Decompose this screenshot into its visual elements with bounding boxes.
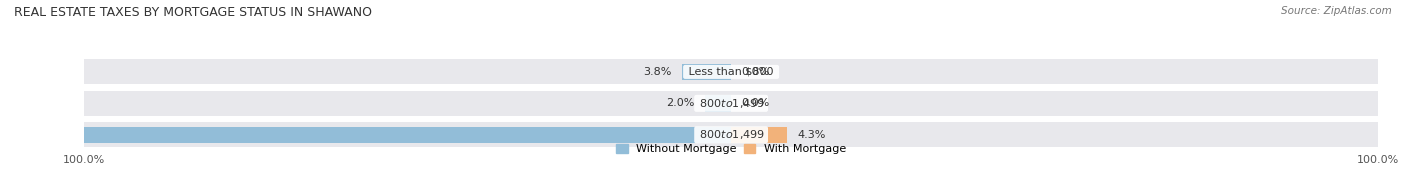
- Bar: [731, 127, 787, 143]
- Bar: [706, 95, 731, 112]
- Bar: [682, 64, 731, 80]
- Text: $800 to $1,499: $800 to $1,499: [696, 128, 766, 141]
- Bar: [0, 127, 731, 143]
- Bar: [84, 91, 1378, 116]
- Text: 0.0%: 0.0%: [741, 67, 769, 77]
- Text: $800 to $1,499: $800 to $1,499: [696, 97, 766, 110]
- Text: Source: ZipAtlas.com: Source: ZipAtlas.com: [1281, 6, 1392, 16]
- Text: REAL ESTATE TAXES BY MORTGAGE STATUS IN SHAWANO: REAL ESTATE TAXES BY MORTGAGE STATUS IN …: [14, 6, 373, 19]
- Legend: Without Mortgage, With Mortgage: Without Mortgage, With Mortgage: [616, 144, 846, 154]
- Text: 0.0%: 0.0%: [741, 98, 769, 108]
- Bar: [84, 59, 1378, 84]
- Text: 4.3%: 4.3%: [797, 130, 825, 140]
- Bar: [84, 122, 1378, 147]
- Text: 3.8%: 3.8%: [643, 67, 672, 77]
- Text: 2.0%: 2.0%: [666, 98, 695, 108]
- Text: Less than $800: Less than $800: [685, 67, 778, 77]
